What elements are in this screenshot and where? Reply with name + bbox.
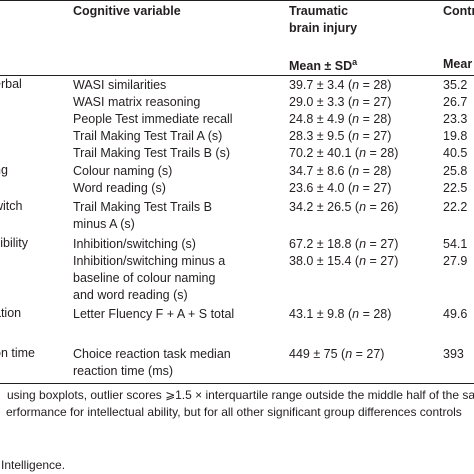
tbi-mean-sd: 23.6 ± 4.0 (n = 27)	[289, 180, 391, 197]
tbi-mean-sd: 67.2 ± 18.8 (n = 27)	[289, 236, 398, 253]
domain-label: ng	[0, 163, 8, 177]
control-mean: 35.2	[443, 78, 468, 92]
footnote-marker: a	[352, 57, 358, 67]
tbi-value: 24.8 ± 4.9 (	[289, 112, 353, 126]
tbi-mean-sd: 29.0 ± 3.3 (n = 27)	[289, 94, 391, 111]
control-mean: 26.7	[443, 95, 468, 109]
tbi-value: 38.0 ± 15.4 (	[289, 254, 360, 268]
tbi-mean-sd: 28.3 ± 9.5 (n = 27)	[289, 128, 391, 145]
tbi-n: n = 27)	[352, 129, 392, 143]
cognitive-variable: Colour naming (s)	[73, 164, 173, 178]
header-controls: Contr	[443, 4, 474, 18]
cognitive-variable-cont: and word reading (s)	[73, 288, 188, 302]
tbi-mean-sd: 38.0 ± 15.4 (n = 27)	[289, 253, 398, 270]
cognitive-variable-cont: minus A (s)	[73, 217, 135, 231]
control-mean: 40.5	[443, 146, 468, 160]
tbi-n: n = 28)	[359, 146, 399, 160]
header-cognitive-variable: Cognitive variable	[73, 4, 181, 18]
header-controls-mean: Mear	[443, 57, 473, 71]
cognitive-variable: Letter Fluency F + A + S total	[73, 307, 235, 321]
domain-label: ation	[0, 306, 22, 320]
tbi-n: n = 28)	[352, 78, 392, 92]
tbi-mean-sd: 70.2 ± 40.1 (n = 28)	[289, 145, 398, 162]
cognitive-variable: WASI similarities	[73, 78, 167, 92]
header-tbi-line1: Traumatic	[289, 4, 349, 18]
tbi-n: n = 27)	[359, 237, 399, 251]
tbi-n: n = 28)	[352, 164, 392, 178]
tbi-mean-sd: 34.7 ± 8.6 (n = 28)	[289, 163, 391, 180]
tbi-value: 28.3 ± 9.5 (	[289, 129, 353, 143]
tbi-mean-sd: 24.8 ± 4.9 (n = 28)	[289, 111, 391, 128]
header-rule	[0, 75, 474, 76]
cognitive-variable-cont: reaction time (ms)	[73, 364, 174, 378]
table-top-rule	[0, 0, 474, 1]
tbi-mean-sd: 39.7 ± 3.4 (n = 28)	[289, 77, 391, 94]
tbi-n: n = 27)	[359, 254, 399, 268]
control-mean: 25.8	[443, 164, 468, 178]
domain-label: erbal	[0, 77, 22, 91]
table-bottom-rule	[0, 383, 474, 384]
cognitive-variable: Word reading (s)	[73, 181, 166, 195]
tbi-value: 29.0 ± 3.3 (	[289, 95, 353, 109]
cognitive-variable: Trail Making Test Trails B	[73, 200, 212, 214]
footnote-line-2: erformance for intellectual ability, but…	[6, 405, 462, 419]
domain-label: witch	[0, 199, 23, 213]
cognitive-variable: Trail Making Test Trails B (s)	[73, 146, 230, 160]
tbi-value: 70.2 ± 40.1 (	[289, 146, 360, 160]
tbi-value: 449 ± 75 (	[289, 347, 346, 361]
footnote-line-3: Intelligence.	[1, 458, 66, 472]
cognitive-variable: People Test immediate recall	[73, 112, 233, 126]
domain-label: on time	[0, 346, 35, 360]
tbi-n: n = 28)	[352, 112, 392, 126]
tbi-value: 67.2 ± 18.8 (	[289, 237, 360, 251]
tbi-n: n = 27)	[352, 181, 392, 195]
control-mean: 27.9	[443, 254, 468, 268]
tbi-n: n = 27)	[345, 347, 385, 361]
tbi-value: 43.1 ± 9.8 (	[289, 307, 353, 321]
cognitive-variable: WASI matrix reasoning	[73, 95, 201, 109]
header-tbi-line2: brain injury	[289, 21, 358, 35]
control-mean: 49.6	[443, 307, 468, 321]
control-mean: 23.3	[443, 112, 468, 126]
cognitive-variable: Inhibition/switching (s)	[73, 237, 196, 251]
control-mean: 19.8	[443, 129, 468, 143]
tbi-value: 34.2 ± 26.5 (	[289, 200, 360, 214]
tbi-mean-sd: 34.2 ± 26.5 (n = 26)	[289, 199, 398, 216]
cognitive-variable: Choice reaction task median	[73, 347, 231, 361]
control-mean: 22.5	[443, 181, 468, 195]
domain-label: xibility	[0, 236, 29, 250]
control-mean: 393	[443, 347, 464, 361]
tbi-value: 34.7 ± 8.6 (	[289, 164, 353, 178]
tbi-value: 23.6 ± 4.0 (	[289, 181, 353, 195]
cognitive-variable-cont: baseline of colour naming	[73, 271, 216, 285]
tbi-mean-sd: 43.1 ± 9.8 (n = 28)	[289, 306, 391, 323]
control-mean: 22.2	[443, 200, 468, 214]
mean-sd-label: Mean ± SD	[289, 59, 353, 74]
cognitive-variable: Trail Making Test Trail A (s)	[73, 129, 223, 143]
tbi-value: 39.7 ± 3.4 (	[289, 78, 353, 92]
tbi-n: n = 28)	[352, 307, 392, 321]
cognitive-variable: Inhibition/switching minus a	[73, 254, 226, 268]
tbi-n: n = 27)	[352, 95, 392, 109]
control-mean: 54.1	[443, 237, 468, 251]
header-tbi-mean-sd: Mean ± SDa	[289, 57, 357, 73]
tbi-mean-sd: 449 ± 75 (n = 27)	[289, 346, 384, 363]
footnote-line-1: using boxplots, outlier scores ⩾1.5 × in…	[7, 388, 474, 402]
tbi-n: n = 26)	[359, 200, 399, 214]
